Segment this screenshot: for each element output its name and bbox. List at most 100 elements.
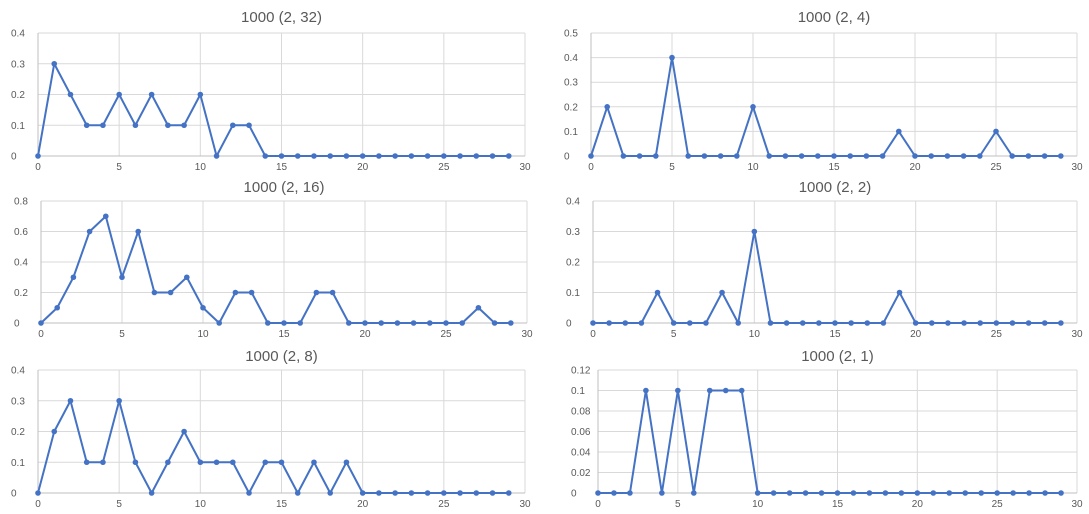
chart-1-data-point [489, 153, 496, 159]
chart-5-data-point [230, 459, 236, 466]
chart-2-data-point [815, 153, 821, 159]
chart-2-ytick-label: 0.4 [564, 53, 578, 64]
chart-3-data-point [103, 213, 109, 220]
chart-3-data-point [54, 304, 60, 311]
chart-4-ytick-label: 0.1 [566, 288, 580, 299]
chart-3-ytick-label: 0.2 [14, 288, 28, 299]
chart-1-data-point [505, 153, 512, 159]
chart-6-ytick-label: 0.12 [571, 366, 591, 377]
chart-6-data-point [930, 490, 937, 496]
chart-1-title: 1000 (2, 32) [241, 9, 322, 26]
chart-6-data-point [850, 490, 857, 496]
chart-6-xtick-label: 5 [675, 499, 681, 510]
chart-6-title: 1000 (2, 1) [801, 348, 874, 365]
chart-1-data-point [35, 153, 41, 159]
chart-3-data-point [427, 320, 433, 326]
chart-1-data-point [408, 153, 415, 159]
chart-3-data-point [459, 320, 466, 326]
chart-1-ytick-label: 0.3 [11, 59, 25, 70]
chart-5-data-point [424, 490, 431, 496]
chart-4-data-point [929, 320, 935, 326]
chart-4-data-point [993, 320, 1000, 326]
chart-2-ytick-label: 0.3 [564, 78, 578, 89]
chart-2-data-point [960, 153, 967, 159]
chart-2-xtick-label: 0 [588, 162, 594, 173]
chart-4-title: 1000 (2, 2) [799, 179, 872, 196]
chart-3-data-point [443, 320, 449, 326]
chart-6-ytick-label: 0.06 [571, 427, 591, 438]
chart-6-data-point [627, 490, 633, 496]
chart-4-data-point [687, 320, 693, 326]
chart-6-data-point [611, 490, 617, 496]
chart-3-ytick-label: 0.6 [14, 227, 28, 238]
chart-2-data-point [798, 153, 805, 159]
chart-1-data-point [457, 153, 463, 159]
chart-6-data-point [866, 490, 873, 496]
chart-2-xtick-label: 10 [747, 162, 759, 173]
chart-3-data-point [184, 274, 190, 281]
chart-4-xtick-label: 0 [590, 329, 596, 340]
chart-3-xtick-label: 0 [38, 329, 44, 340]
chart-3-xtick-label: 15 [278, 329, 290, 340]
chart-2-title: 1000 (2, 4) [798, 9, 871, 26]
chart-3-data-point [346, 320, 352, 326]
chart-2-data-point [653, 153, 659, 159]
chart-3-data-point [313, 289, 320, 296]
chart-1-data-point [359, 153, 366, 159]
chart-3-ytick-label: 0 [14, 319, 20, 330]
chart-2-ytick-label: 0 [564, 152, 570, 163]
chart-5-data-point [473, 490, 480, 496]
chart-5-data-point [327, 490, 334, 496]
chart-6-data-point [770, 490, 777, 496]
chart-4-data-point [896, 289, 903, 296]
chart-5-xtick-label: 10 [195, 499, 207, 510]
chart-6-ytick-label: 0.08 [571, 407, 591, 418]
chart-1-data-point [213, 153, 220, 159]
chart-6-data-point [722, 387, 729, 394]
chart-5-data-point [213, 459, 220, 466]
chart-2-data-point [879, 153, 886, 159]
chart-5-xtick-label: 15 [276, 499, 288, 510]
chart-5-data-point [181, 428, 187, 435]
chart-5-data-point [165, 459, 171, 466]
chart-4-data-point [622, 320, 629, 326]
chart-1-data-point [278, 153, 285, 159]
chart-3-data-point [135, 228, 141, 235]
chart-3-xtick-label: 5 [119, 329, 125, 340]
chart-1-data-point [51, 60, 58, 67]
chart-1-data-point [165, 122, 171, 129]
chart-2-data-point [928, 153, 934, 159]
chart-6-series-line [598, 389, 1062, 494]
chart-5-data-point [51, 428, 58, 435]
chart-4-data-point [670, 320, 677, 326]
chart-2-data-point [1009, 153, 1015, 159]
chart-4-data-point [945, 320, 951, 326]
chart-1-xtick-label: 0 [35, 162, 41, 173]
chart-3-data-point [232, 289, 239, 296]
chart-5-xtick-label: 0 [35, 499, 41, 510]
chart-2-ytick-label: 0.5 [564, 29, 578, 40]
chart-5-ytick-label: 0.1 [11, 458, 25, 469]
chart-1-xtick-label: 5 [116, 162, 122, 173]
chart-5-data-point [100, 459, 106, 466]
chart-5-data-point [197, 459, 204, 466]
chart-5-data-point [116, 397, 122, 404]
chart-5-series-line [37, 399, 509, 494]
chart-3-data-point [119, 274, 125, 281]
chart-5-data-point [392, 490, 398, 496]
chart-2-data-point [977, 153, 983, 159]
chart-5-data-point [148, 490, 155, 496]
chart-5-data-point [246, 490, 252, 496]
chart-1-data-point [441, 153, 447, 159]
chart-1-data-point [67, 91, 74, 98]
chart-5-data-point [311, 459, 317, 466]
chart-6-data-point [834, 490, 841, 496]
chart-6-data-point [882, 490, 889, 496]
chart-5-data-point [35, 490, 41, 496]
chart-4-data-point [638, 320, 645, 326]
chart-1-series-line [37, 62, 509, 157]
chart-6-data-point [1010, 490, 1016, 496]
chart-5-data-point [457, 490, 463, 496]
chart-2-data-point [766, 153, 772, 159]
chart-5-data-point [505, 490, 512, 496]
